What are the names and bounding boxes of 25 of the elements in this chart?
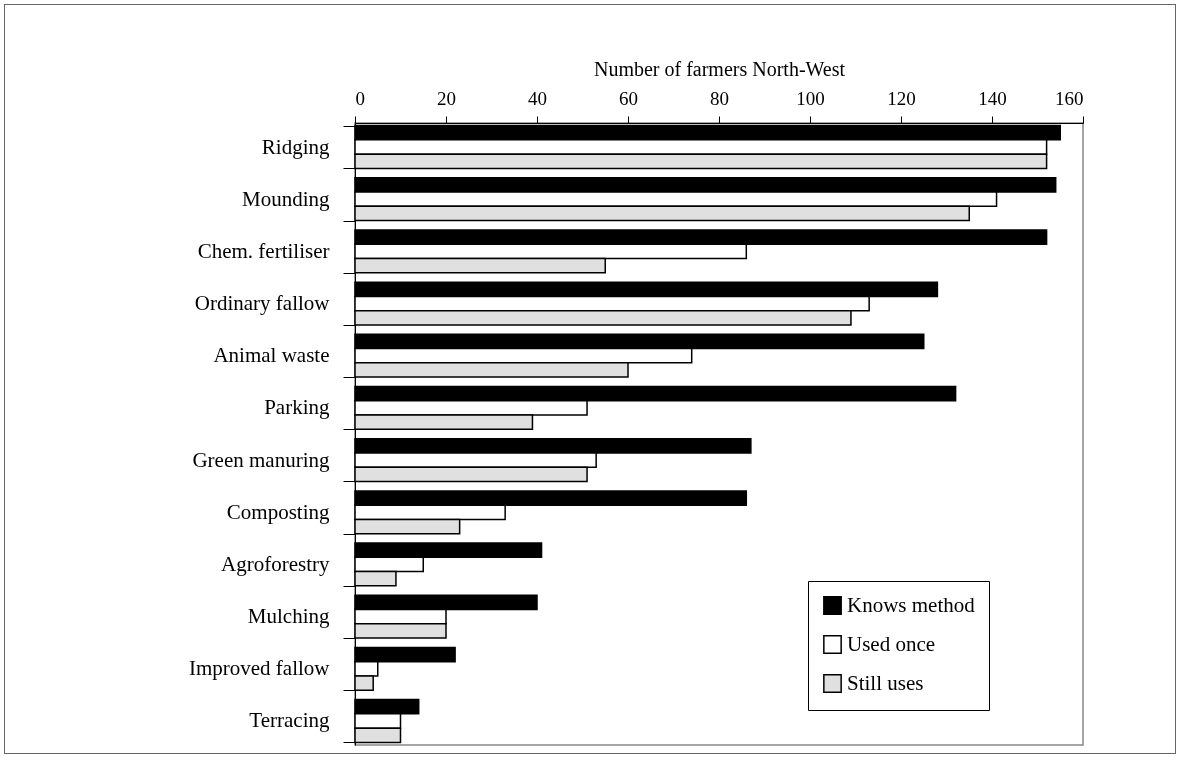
y-tick-label: Mounding <box>241 186 330 211</box>
legend-label: Used once <box>847 631 936 656</box>
y-tick-label: Composting <box>226 499 330 524</box>
y-tick-label: Terracing <box>249 708 330 733</box>
y-tick-label: Green manuring <box>192 447 330 472</box>
y-tick-label: Ordinary fallow <box>194 291 331 316</box>
x-tick-label: 20 <box>437 87 456 109</box>
y-tick-label: Improved fallow <box>188 656 331 681</box>
x-tick-label: 0 <box>355 87 365 109</box>
legend-label: Still uses <box>847 670 924 695</box>
x-tick-label: 100 <box>796 87 825 109</box>
y-tick-label: Mulching <box>247 604 330 629</box>
x-tick-label: 80 <box>710 87 729 109</box>
y-tick-label: Agroforestry <box>221 551 330 576</box>
x-tick-label: 120 <box>887 87 916 109</box>
legend-label: Knows method <box>847 592 976 617</box>
y-tick-label: Chem. fertiliser <box>197 238 330 263</box>
x-tick-label: 140 <box>978 87 1007 109</box>
x-axis-title: Number of farmers North-West <box>593 57 846 80</box>
x-tick-label: 40 <box>528 87 547 109</box>
y-tick-label: Parking <box>264 395 330 420</box>
x-tick-label: 160 <box>1055 87 1084 109</box>
x-tick-label: 60 <box>619 87 638 109</box>
y-tick-label: Ridging <box>261 134 330 159</box>
y-tick-label: Animal waste <box>213 343 330 368</box>
